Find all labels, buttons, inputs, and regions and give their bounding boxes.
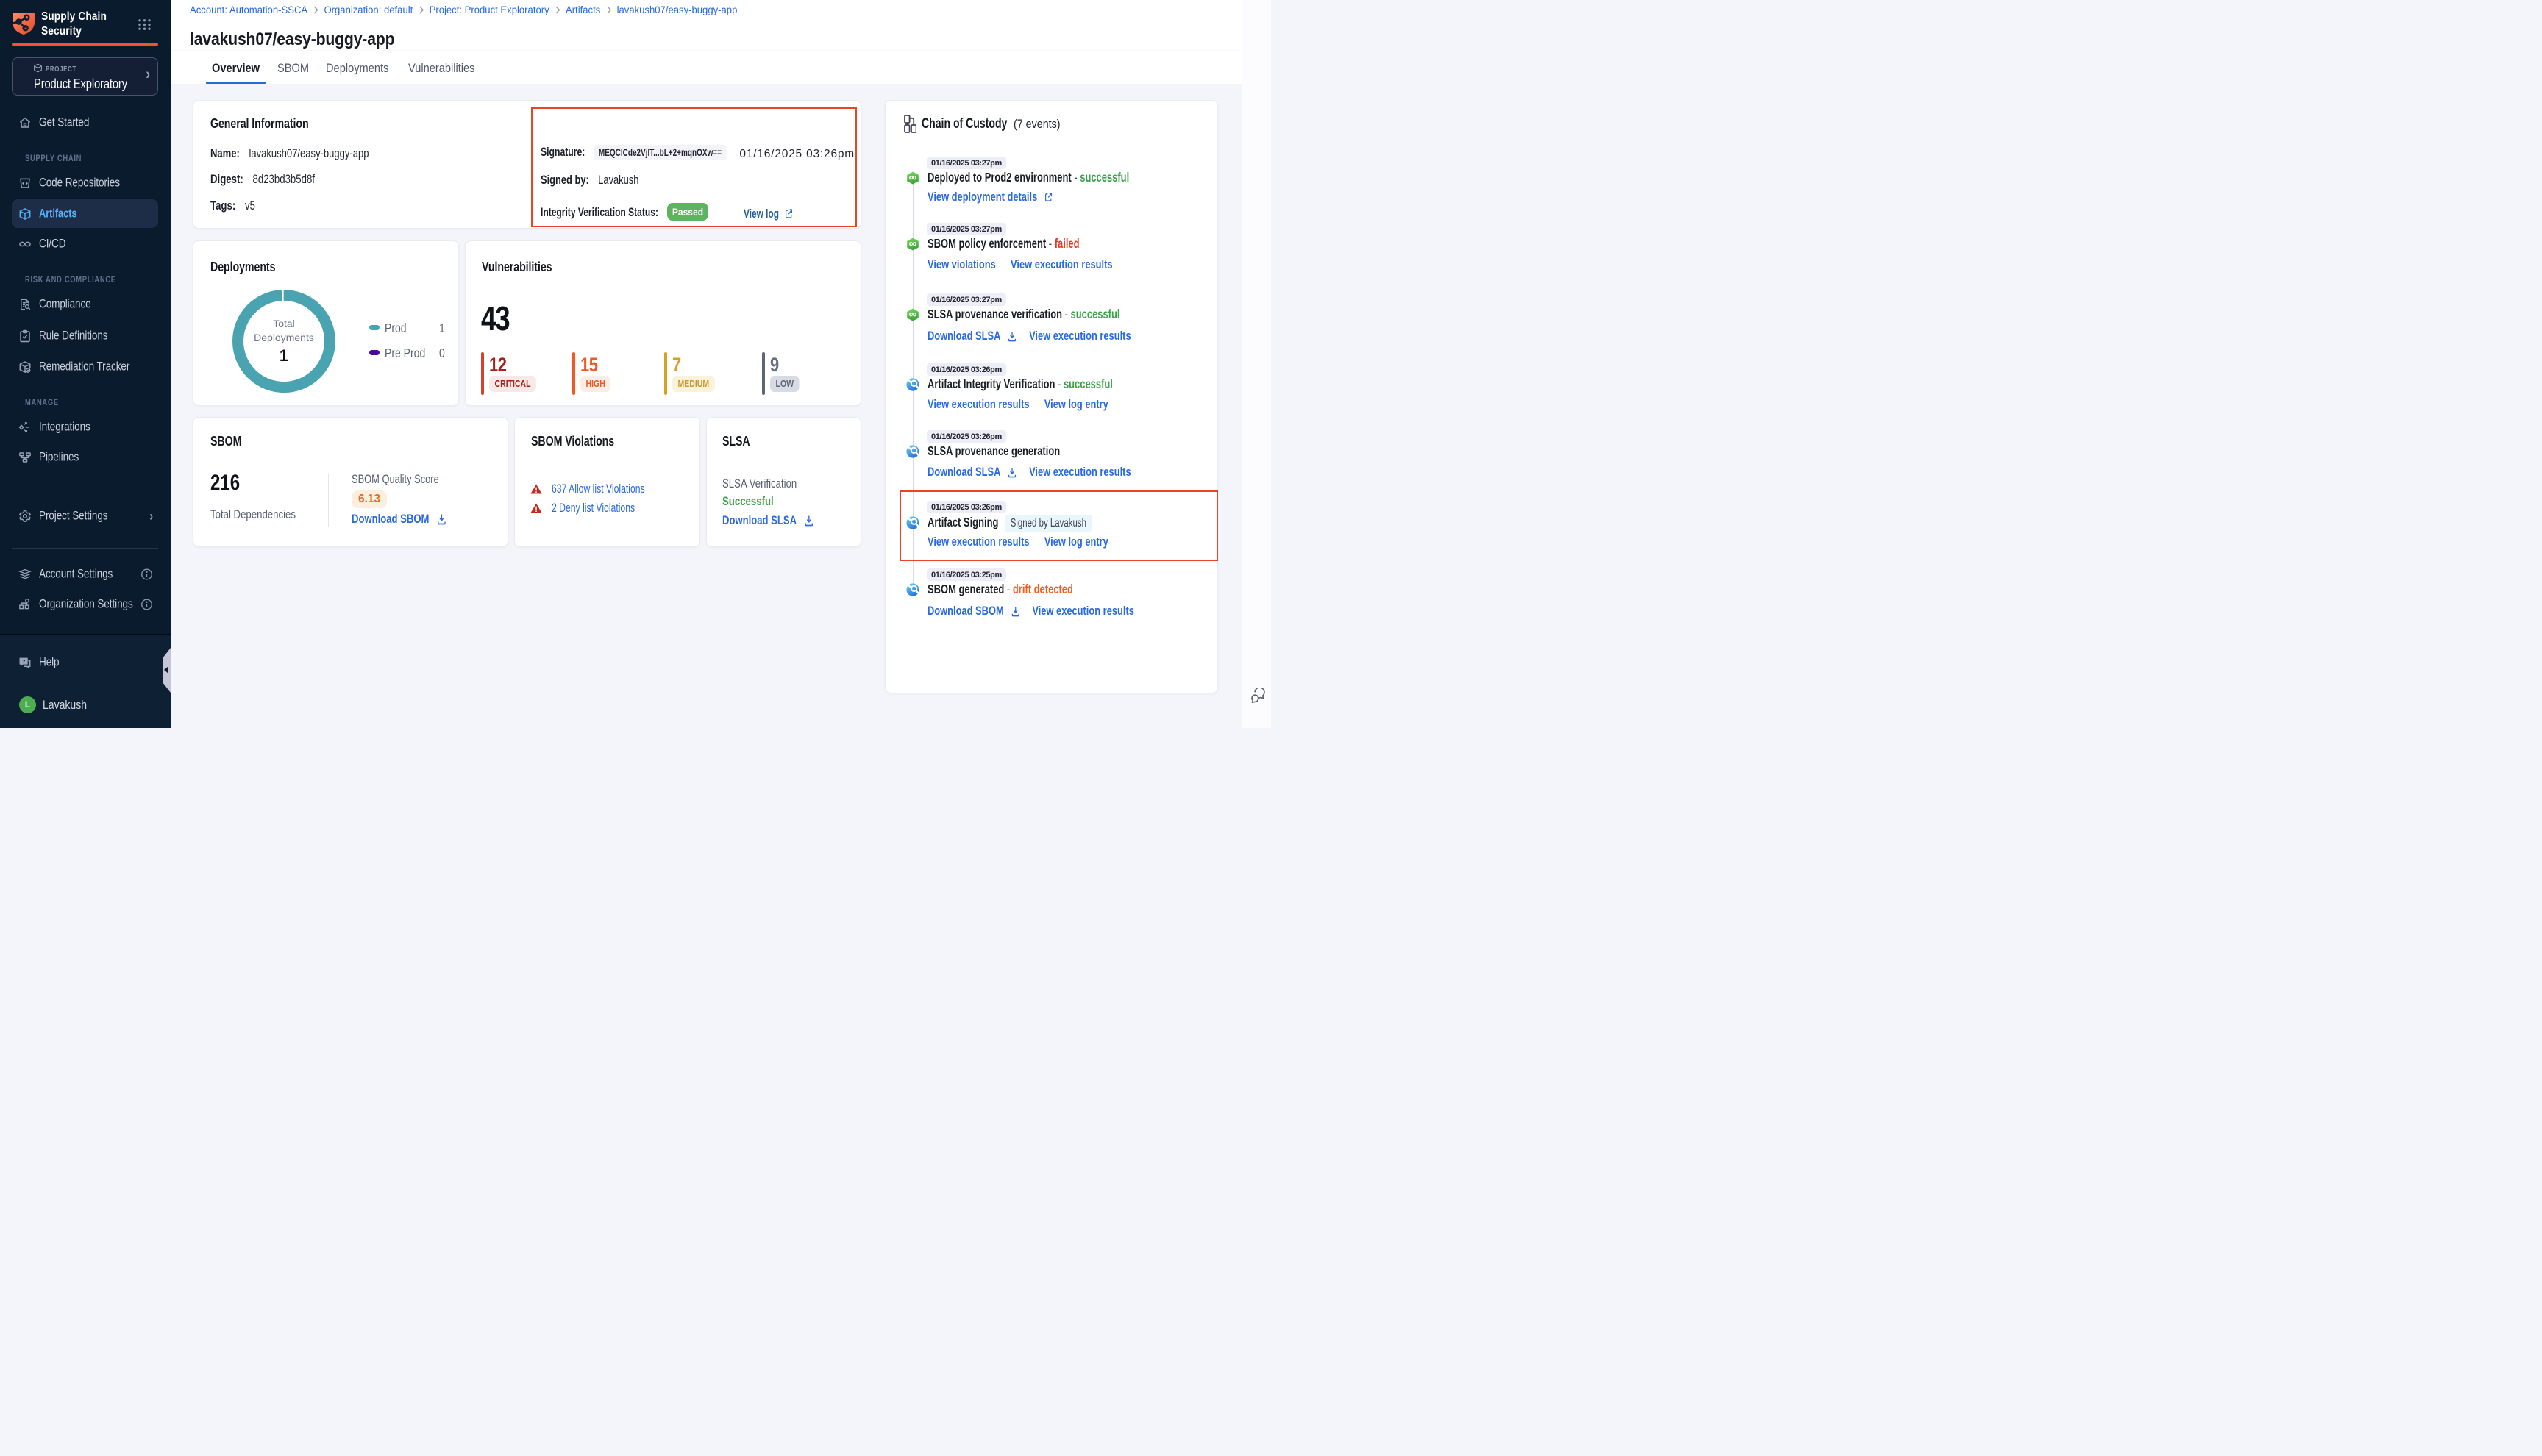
svg-text:∞: ∞ bbox=[908, 308, 916, 321]
svg-text:?: ? bbox=[22, 659, 25, 664]
svg-text:∞: ∞ bbox=[908, 238, 916, 250]
svg-text:∞: ∞ bbox=[908, 171, 916, 184]
